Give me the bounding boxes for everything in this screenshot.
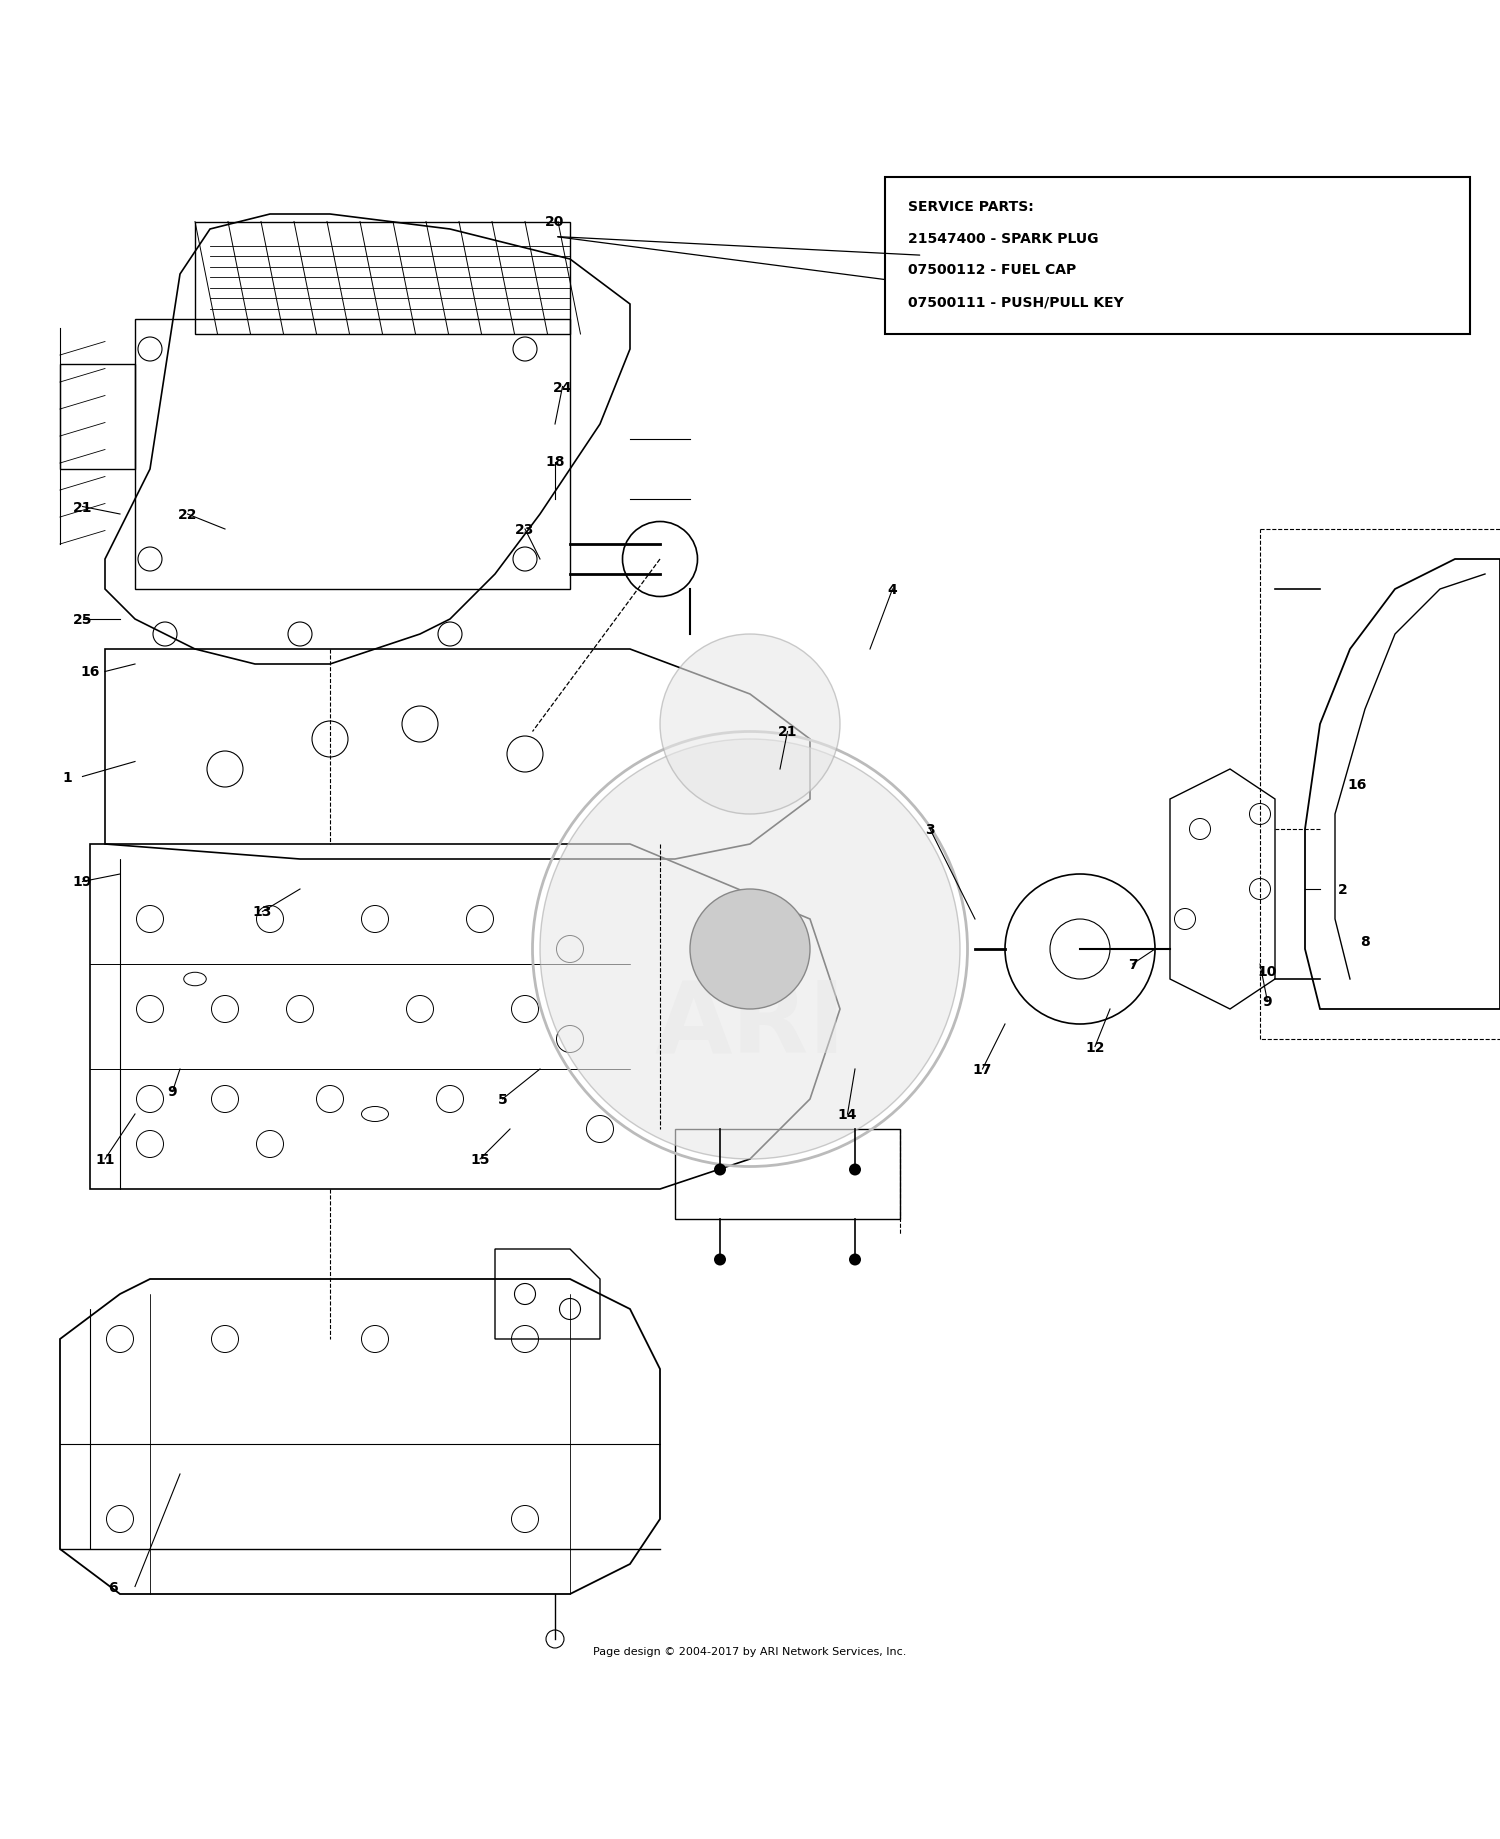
Text: 1: 1 — [63, 771, 72, 783]
Text: 23: 23 — [516, 522, 534, 537]
Text: 2: 2 — [1338, 883, 1347, 897]
Circle shape — [540, 739, 960, 1159]
Text: 21547400 - SPARK PLUG: 21547400 - SPARK PLUG — [908, 232, 1098, 246]
Text: 4: 4 — [888, 583, 897, 596]
Text: 22: 22 — [177, 508, 198, 522]
Text: 11: 11 — [96, 1153, 116, 1166]
Circle shape — [849, 1254, 861, 1265]
Circle shape — [849, 1164, 861, 1175]
Circle shape — [714, 1164, 726, 1175]
Text: 21: 21 — [72, 500, 93, 515]
Text: 25: 25 — [72, 612, 93, 627]
Text: 9: 9 — [1263, 995, 1272, 1010]
Text: 07500112 - FUEL CAP: 07500112 - FUEL CAP — [908, 263, 1076, 278]
Text: 8: 8 — [1360, 934, 1370, 949]
Text: 19: 19 — [74, 875, 92, 888]
Text: 24: 24 — [552, 381, 573, 394]
Text: 07500111 - PUSH/PULL KEY: 07500111 - PUSH/PULL KEY — [908, 294, 1124, 309]
Text: 18: 18 — [546, 456, 564, 469]
Text: 16: 16 — [1348, 778, 1366, 791]
Text: 9: 9 — [168, 1085, 177, 1100]
Text: 7: 7 — [1128, 958, 1137, 971]
Text: ARI: ARI — [654, 977, 846, 1072]
Text: SERVICE PARTS:: SERVICE PARTS: — [908, 200, 1034, 213]
Circle shape — [690, 890, 810, 1010]
Text: 3: 3 — [926, 822, 934, 837]
Text: 6: 6 — [108, 1580, 117, 1594]
Text: 21: 21 — [777, 725, 798, 739]
Text: 16: 16 — [81, 666, 99, 679]
Text: 20: 20 — [546, 215, 564, 230]
Text: 15: 15 — [471, 1153, 489, 1166]
Circle shape — [660, 634, 840, 815]
Text: 12: 12 — [1084, 1039, 1104, 1054]
Text: 14: 14 — [837, 1107, 856, 1122]
Text: Page design © 2004-2017 by ARI Network Services, Inc.: Page design © 2004-2017 by ARI Network S… — [594, 1646, 906, 1657]
Text: 5: 5 — [498, 1092, 507, 1107]
FancyBboxPatch shape — [885, 177, 1470, 335]
Text: 13: 13 — [254, 905, 272, 920]
Text: 10: 10 — [1258, 965, 1276, 978]
Text: 17: 17 — [974, 1063, 992, 1076]
Circle shape — [714, 1254, 726, 1265]
